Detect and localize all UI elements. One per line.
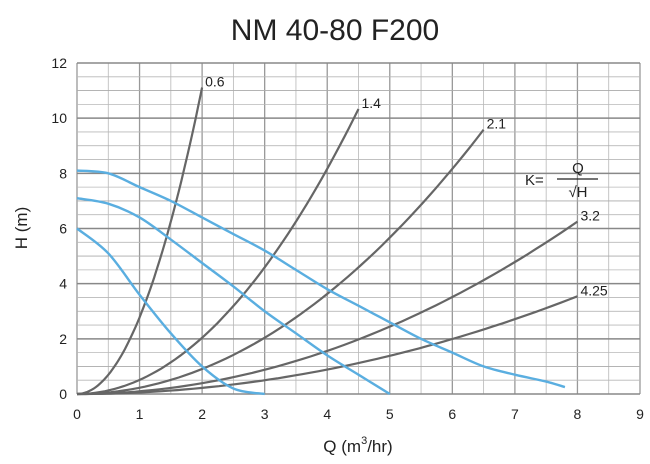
series: 0.6 1.4 2.1 3.2 4.25 — [76, 74, 608, 396]
system-curve-label: 3.2 — [580, 208, 600, 224]
system-curve-k-2.1 — [76, 129, 485, 396]
x-axis-label-main: Q (m — [323, 437, 361, 456]
x-tick-label: 4 — [323, 406, 331, 422]
x-tick-label: 2 — [198, 406, 206, 422]
system-curve-k-1.4 — [76, 108, 360, 396]
x-tick-label: 8 — [574, 406, 582, 422]
y-tick-label: 2 — [59, 331, 67, 347]
x-tick-label: 3 — [261, 406, 269, 422]
y-axis-label: H (m) — [12, 207, 31, 249]
x-axis-label-sup: 3 — [361, 435, 367, 447]
pump-curve-1 — [76, 169, 566, 389]
x-tick-label: 9 — [636, 406, 644, 422]
y-tick-label: 12 — [51, 55, 67, 71]
system-curve-k-0.6 — [76, 87, 204, 396]
k-formula: K= Q √H — [525, 160, 598, 201]
system-curve-label: 2.1 — [487, 116, 507, 132]
formula-numerator: Q — [572, 160, 584, 177]
system-curve-label: 4.25 — [580, 282, 607, 298]
x-tick-label: 7 — [511, 406, 519, 422]
chart-title: NM 40-80 F200 — [231, 14, 439, 47]
x-axis-label-tail: /hr) — [367, 437, 393, 456]
y-tick-label: 10 — [51, 110, 67, 126]
pump-curve-3 — [76, 227, 265, 396]
system-curve-k-4.25 — [77, 295, 578, 396]
x-tick-label: 6 — [448, 406, 456, 422]
formula-denominator: √H — [568, 184, 587, 201]
system-curve-k-3.2 — [77, 220, 579, 396]
system-curve-label: 1.4 — [362, 95, 382, 111]
formula-lhs: K= — [525, 172, 544, 189]
x-tick-label: 1 — [136, 406, 144, 422]
x-tick-label: 0 — [73, 406, 81, 422]
y-tick-label: 8 — [59, 165, 67, 181]
y-tick-label: 4 — [59, 276, 67, 292]
system-curve-label: 0.6 — [205, 74, 225, 90]
y-tick-label: 6 — [59, 221, 67, 237]
grid — [76, 62, 641, 395]
pump-curve-2 — [76, 196, 391, 396]
y-tick-label: 0 — [59, 386, 67, 402]
x-axis-label: Q (m3/hr) — [323, 435, 392, 456]
x-tick-label: 5 — [386, 406, 394, 422]
